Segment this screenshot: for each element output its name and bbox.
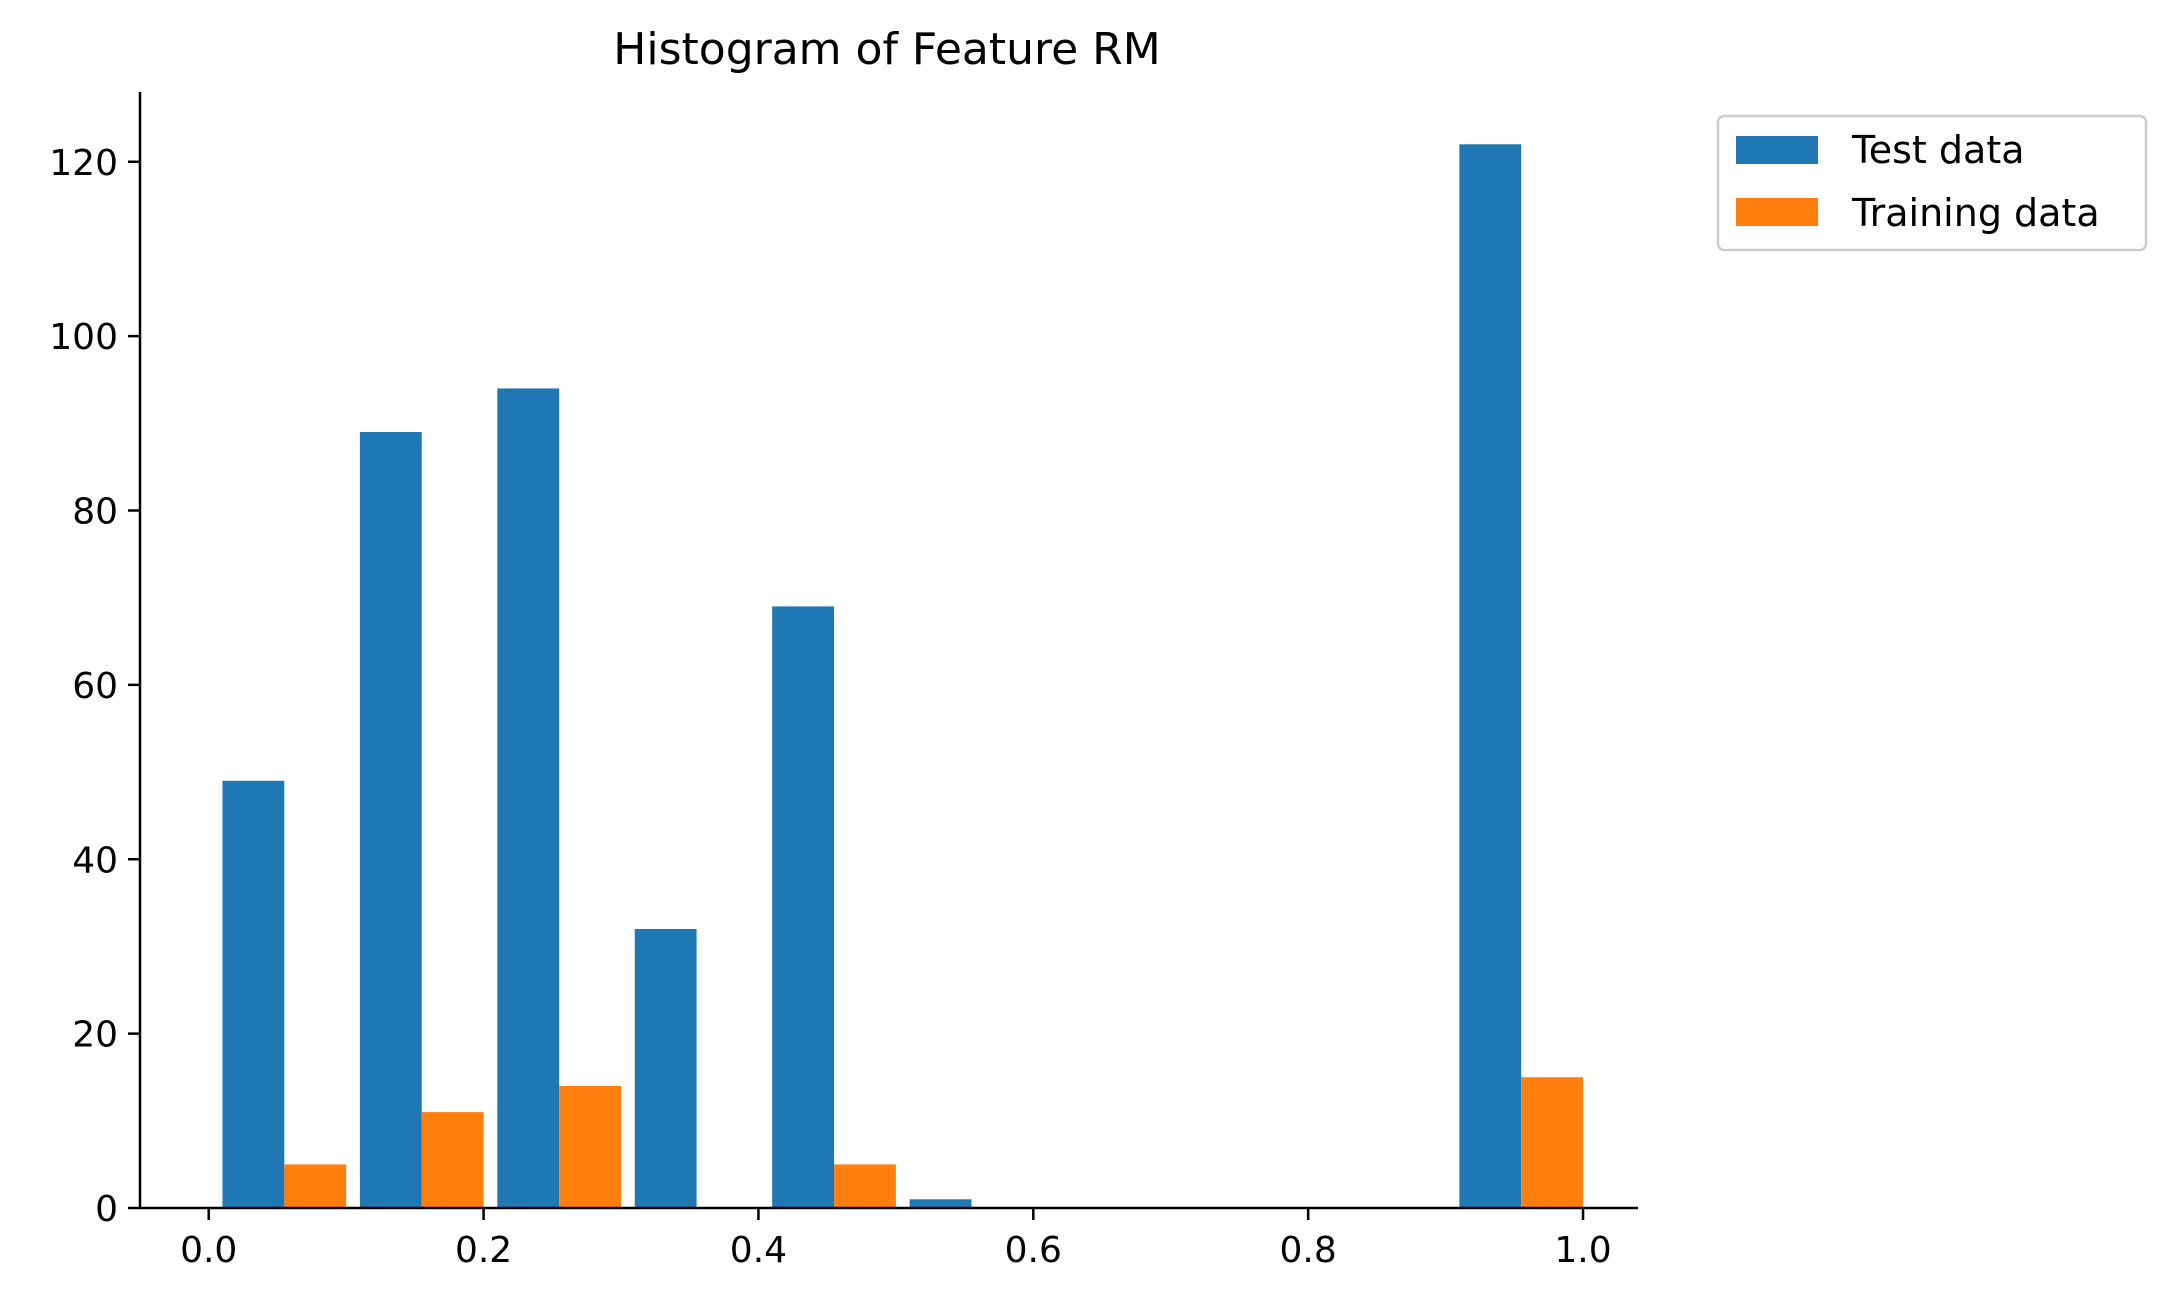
- x-tick-label: 0.2: [455, 1230, 512, 1271]
- legend-label-test: Test data: [1851, 128, 2025, 172]
- legend: Test data Training data: [1716, 114, 2148, 252]
- y-tick-label: 80: [72, 492, 118, 533]
- x-tick-label: 0.8: [1280, 1230, 1337, 1271]
- bar-test-9: [1459, 144, 1522, 1208]
- legend-swatch-test: [1736, 136, 1818, 164]
- bar-training-4: [834, 1164, 896, 1208]
- bar-training-1: [421, 1112, 484, 1208]
- axes-group: [138, 92, 1638, 1210]
- bar-training-2: [559, 1085, 622, 1208]
- y-ticks-group: 0 20 40 60 80 100 120: [49, 143, 140, 1230]
- x-tick-label: 0.6: [1005, 1230, 1062, 1271]
- legend-frame: [1716, 114, 2148, 252]
- y-tick-label: 20: [72, 1015, 118, 1056]
- x-ticks-group: 0.0 0.2 0.4 0.6 0.8 1.0: [180, 1208, 1612, 1271]
- bar-training-9: [1521, 1077, 1584, 1208]
- x-tick-label: 0.0: [180, 1230, 237, 1271]
- legend-label-training: Training data: [1851, 191, 2100, 235]
- y-tick-label: 120: [49, 143, 118, 184]
- bar-test-2: [497, 388, 560, 1208]
- y-tick-label: 60: [72, 666, 118, 707]
- bar-test-0: [222, 780, 285, 1208]
- bar-test-1: [359, 432, 422, 1208]
- y-tick-label: 40: [72, 840, 118, 881]
- bar-test-4: [772, 606, 835, 1208]
- bars-group: [222, 144, 1584, 1208]
- y-tick-label: 0: [95, 1189, 118, 1230]
- x-tick-label: 0.4: [730, 1230, 787, 1271]
- legend-swatch-training: [1736, 198, 1818, 226]
- chart-title: Histogram of Feature RM: [613, 24, 1160, 75]
- bar-test-3: [634, 929, 697, 1208]
- bar-training-0: [284, 1164, 347, 1208]
- x-tick-label: 1.0: [1554, 1230, 1611, 1271]
- bar-test-5: [909, 1199, 972, 1208]
- y-tick-label: 100: [49, 317, 118, 358]
